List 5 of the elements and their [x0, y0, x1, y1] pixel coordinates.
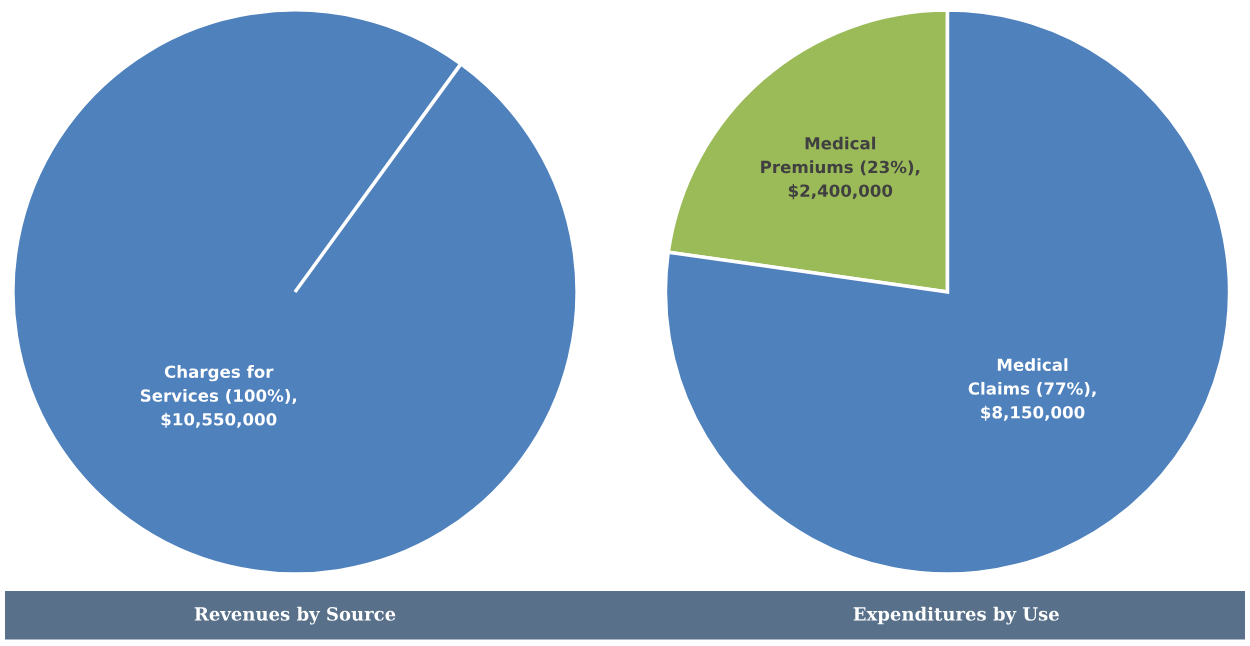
slice-label: Medical Premiums (23%), $2,400,000 — [761, 136, 920, 200]
slice-label: Medical Claims (77%), $8,150,000 — [968, 358, 1096, 421]
text: Revenues by Source — [194, 606, 396, 625]
text: Expenditures by Use — [853, 606, 1059, 625]
slice-label: Charges for Services (100%), $10,550,000 — [140, 365, 297, 428]
